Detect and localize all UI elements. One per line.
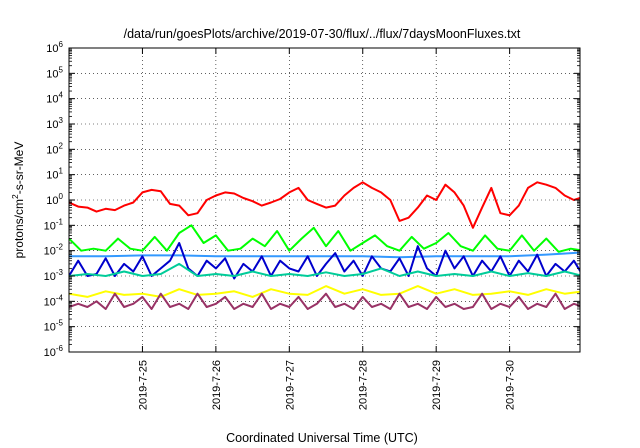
y-tick-label: 103 [46, 116, 63, 131]
y-tick-label: 10-1 [44, 217, 64, 232]
x-tick-label: 2019-7-27 [284, 360, 296, 410]
series-line [69, 242, 580, 280]
y-tick-label: 10-3 [44, 268, 64, 283]
x-tick-label: 2019-7-25 [137, 360, 149, 410]
series-line [69, 181, 580, 229]
x-axis: 2019-7-25 2019-7-26 2019-7-27 2019-7-28 2019… [137, 48, 517, 410]
x-tick-label: 2019-7-29 [431, 360, 443, 410]
x-tick-label: 2019-7-26 [211, 360, 223, 410]
y-tick-label: 102 [46, 141, 63, 156]
series-line [69, 251, 580, 259]
y-tick-label: 10-6 [44, 344, 64, 359]
grid [69, 48, 580, 352]
y-tick-label: 106 [46, 40, 63, 55]
x-tick-label: 2019-7-28 [358, 360, 370, 410]
y-tick-label: 105 [46, 65, 63, 80]
y-tick-label: 10-5 [44, 319, 64, 334]
series-line [69, 285, 580, 298]
y-tick-label: 10-2 [44, 243, 64, 258]
y-tick-label: 10-4 [44, 293, 64, 308]
series-line [69, 262, 580, 277]
y-axis-label: protons/cm2-s-sr-MeV [10, 142, 26, 259]
series-layer [69, 181, 580, 310]
series-line [69, 292, 580, 310]
series-line [69, 224, 580, 253]
x-axis-label: Coordinated Universal Time (UTC) [226, 431, 418, 445]
y-tick-label: 101 [46, 167, 63, 182]
y-tick-label: 100 [46, 192, 63, 207]
x-tick-label: 2019-7-30 [505, 360, 517, 410]
y-tick-label: 104 [46, 91, 63, 106]
y-axis: 106 105 104 103 102 101 100 10-1 10-2 10-3 10-4 10-… [44, 40, 580, 359]
chart-title: /data/run/goesPlots/archive/2019-07-30/f… [124, 27, 521, 41]
